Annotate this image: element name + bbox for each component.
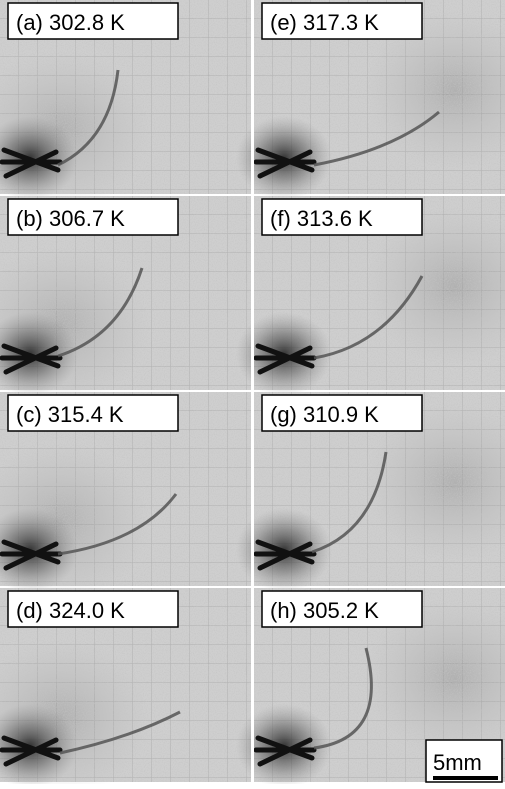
panel: (e) 317.3 K (236, 0, 505, 200)
scale-bar (433, 776, 498, 780)
panel: (c) 315.4 K (0, 392, 251, 602)
divider (251, 0, 254, 784)
panel-label: (h) 305.2 K (270, 598, 379, 623)
panel-label: (e) 317.3 K (270, 10, 379, 35)
panel: (g) 310.9 K (236, 392, 505, 592)
panel: (d) 324.0 K (0, 588, 251, 784)
panel: (b) 306.7 K (0, 196, 251, 406)
panel-label: (a) 302.8 K (16, 10, 125, 35)
panel-label: (g) 310.9 K (270, 402, 379, 427)
figure: (a) 302.8 K (b) 306.7 K (c) 315.4 K (d) 324… (0, 0, 505, 784)
panel-label: (d) 324.0 K (16, 598, 125, 623)
panel: (f) 313.6 K (236, 196, 505, 396)
page: (a) 302.8 K (b) 306.7 K (c) 315.4 K (d) 324… (0, 0, 505, 784)
panel-label: (c) 315.4 K (16, 402, 124, 427)
panel: (a) 302.8 K (0, 0, 251, 210)
panel-label: (f) 313.6 K (270, 206, 373, 231)
scale-bar-label: 5mm (433, 750, 482, 775)
panel-label: (b) 306.7 K (16, 206, 125, 231)
